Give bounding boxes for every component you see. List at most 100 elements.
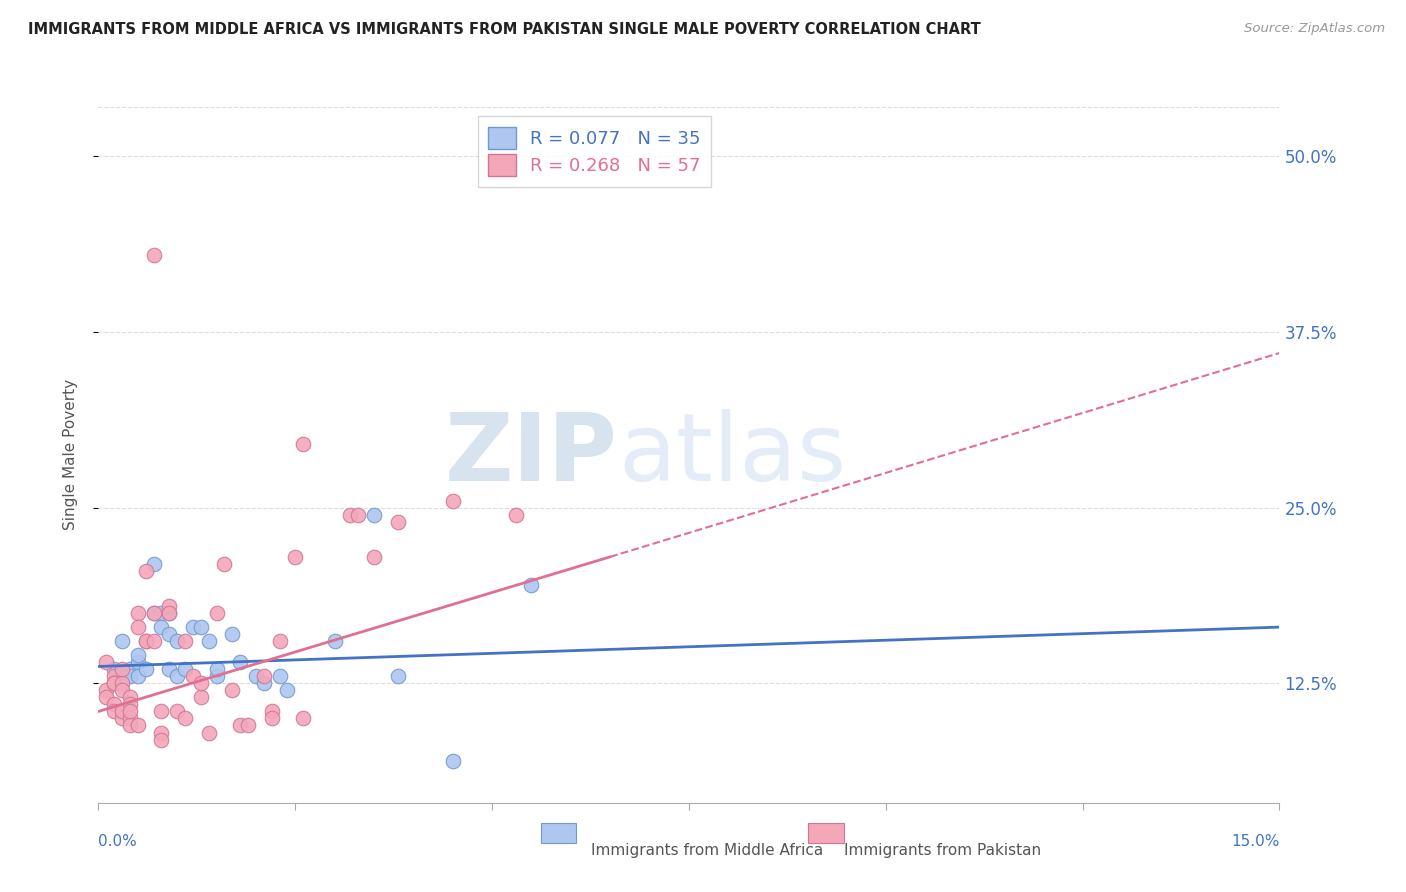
Point xyxy=(205,606,228,620)
Point xyxy=(118,718,141,732)
Point xyxy=(214,557,236,571)
Point xyxy=(174,662,197,676)
Point xyxy=(221,627,243,641)
Text: atlas: atlas xyxy=(619,409,846,501)
Legend: R = 0.077   N = 35, R = 0.268   N = 57: R = 0.077 N = 35, R = 0.268 N = 57 xyxy=(478,116,711,187)
Point xyxy=(103,698,125,712)
Point xyxy=(103,676,125,690)
Point xyxy=(292,437,315,451)
Point xyxy=(190,676,212,690)
Point xyxy=(118,669,141,683)
Point xyxy=(111,634,134,648)
Text: IMMIGRANTS FROM MIDDLE AFRICA VS IMMIGRANTS FROM PAKISTAN SINGLE MALE POVERTY CO: IMMIGRANTS FROM MIDDLE AFRICA VS IMMIGRA… xyxy=(28,22,981,37)
Point xyxy=(157,606,180,620)
Point xyxy=(323,634,346,648)
Point xyxy=(205,662,228,676)
Point xyxy=(135,634,157,648)
Point xyxy=(166,705,188,719)
Point xyxy=(253,676,276,690)
Point xyxy=(150,606,173,620)
Point xyxy=(181,620,204,634)
Point xyxy=(197,725,219,739)
Point xyxy=(96,655,118,669)
Point xyxy=(260,705,283,719)
Point xyxy=(363,508,385,522)
Point xyxy=(150,732,173,747)
Point xyxy=(135,564,157,578)
Point xyxy=(111,683,134,698)
Point xyxy=(142,634,165,648)
Point xyxy=(190,690,212,705)
Point xyxy=(166,669,188,683)
Point xyxy=(387,515,409,529)
Point xyxy=(339,508,361,522)
Point xyxy=(142,606,165,620)
Point xyxy=(118,711,141,725)
Point xyxy=(363,549,385,564)
Point xyxy=(103,705,125,719)
Point xyxy=(127,606,149,620)
Point xyxy=(229,655,252,669)
Point xyxy=(103,669,125,683)
Text: ZIP: ZIP xyxy=(446,409,619,501)
Point xyxy=(157,662,180,676)
Point xyxy=(150,705,173,719)
Point xyxy=(135,662,157,676)
Point xyxy=(229,718,252,732)
Point xyxy=(190,620,212,634)
Point xyxy=(245,669,267,683)
Point xyxy=(150,725,173,739)
Point xyxy=(118,662,141,676)
Point xyxy=(181,669,204,683)
Point xyxy=(157,627,180,641)
Point xyxy=(96,683,118,698)
Point xyxy=(111,711,134,725)
Point xyxy=(269,634,291,648)
Point xyxy=(269,669,291,683)
Point xyxy=(150,620,173,634)
Point xyxy=(174,634,197,648)
Text: Source: ZipAtlas.com: Source: ZipAtlas.com xyxy=(1244,22,1385,36)
Point xyxy=(520,578,543,592)
Point xyxy=(127,648,149,663)
Point xyxy=(157,606,180,620)
Point xyxy=(96,690,118,705)
Text: 0.0%: 0.0% xyxy=(98,834,138,849)
Text: 15.0%: 15.0% xyxy=(1232,834,1279,849)
Point xyxy=(260,711,283,725)
Point xyxy=(174,711,197,725)
Point xyxy=(276,683,298,698)
Point xyxy=(197,634,219,648)
Point xyxy=(166,634,188,648)
Point xyxy=(387,669,409,683)
Point xyxy=(142,247,165,261)
Point xyxy=(253,669,276,683)
Point xyxy=(111,662,134,676)
Point xyxy=(347,508,370,522)
Point xyxy=(127,620,149,634)
Point xyxy=(142,606,165,620)
Y-axis label: Single Male Poverty: Single Male Poverty xyxy=(63,379,77,531)
Point xyxy=(103,676,125,690)
Point xyxy=(118,690,141,705)
Text: Immigrants from Middle Africa: Immigrants from Middle Africa xyxy=(591,843,823,858)
Point xyxy=(127,718,149,732)
Point xyxy=(284,549,307,564)
Point xyxy=(127,655,149,669)
Point xyxy=(505,508,527,522)
Point xyxy=(292,711,315,725)
Point xyxy=(157,599,180,613)
Point xyxy=(118,698,141,712)
Point xyxy=(111,665,134,679)
Point xyxy=(127,669,149,683)
Point xyxy=(111,676,134,690)
Point xyxy=(103,662,125,676)
Point xyxy=(142,557,165,571)
Point xyxy=(111,705,134,719)
Point xyxy=(441,493,464,508)
Point xyxy=(118,705,141,719)
Point xyxy=(135,634,157,648)
Point xyxy=(441,754,464,768)
Point xyxy=(221,683,243,698)
Point xyxy=(236,718,259,732)
